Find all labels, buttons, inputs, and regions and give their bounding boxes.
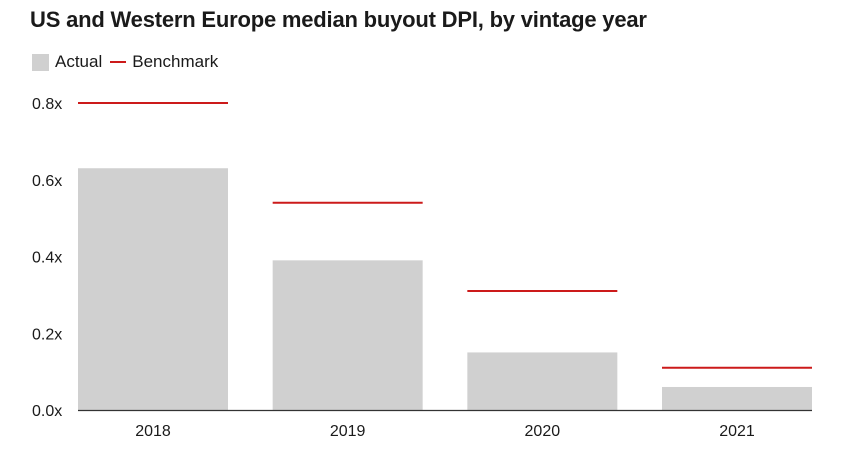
legend-item-benchmark: Benchmark (110, 52, 218, 72)
y-tick-label: 0.4x (32, 250, 62, 267)
y-tick-label: 0.8x (32, 96, 62, 113)
legend-item-actual: Actual (32, 52, 102, 72)
chart-title: US and Western Europe median buyout DPI,… (30, 7, 647, 32)
bar-actual-2021 (662, 386, 812, 410)
legend-label-benchmark: Benchmark (132, 52, 219, 71)
y-tick-label: 0.6x (32, 173, 62, 190)
x-tick-label: 2018 (135, 423, 171, 440)
x-tick-label: 2021 (719, 423, 755, 440)
bar-actual-2018 (78, 168, 228, 410)
legend-label-actual: Actual (55, 52, 103, 71)
legend-swatch-actual (32, 53, 49, 71)
bar-actual-2019 (272, 260, 423, 410)
x-tick-label: 2020 (525, 423, 561, 440)
x-tick-label: 2019 (330, 423, 366, 440)
legend: Actual Benchmark (32, 52, 226, 72)
y-tick-label: 0.0x (32, 403, 62, 420)
y-tick-label: 0.2x (32, 326, 62, 343)
bar-actual-2020 (467, 352, 618, 410)
legend-swatch-benchmark (110, 61, 127, 63)
